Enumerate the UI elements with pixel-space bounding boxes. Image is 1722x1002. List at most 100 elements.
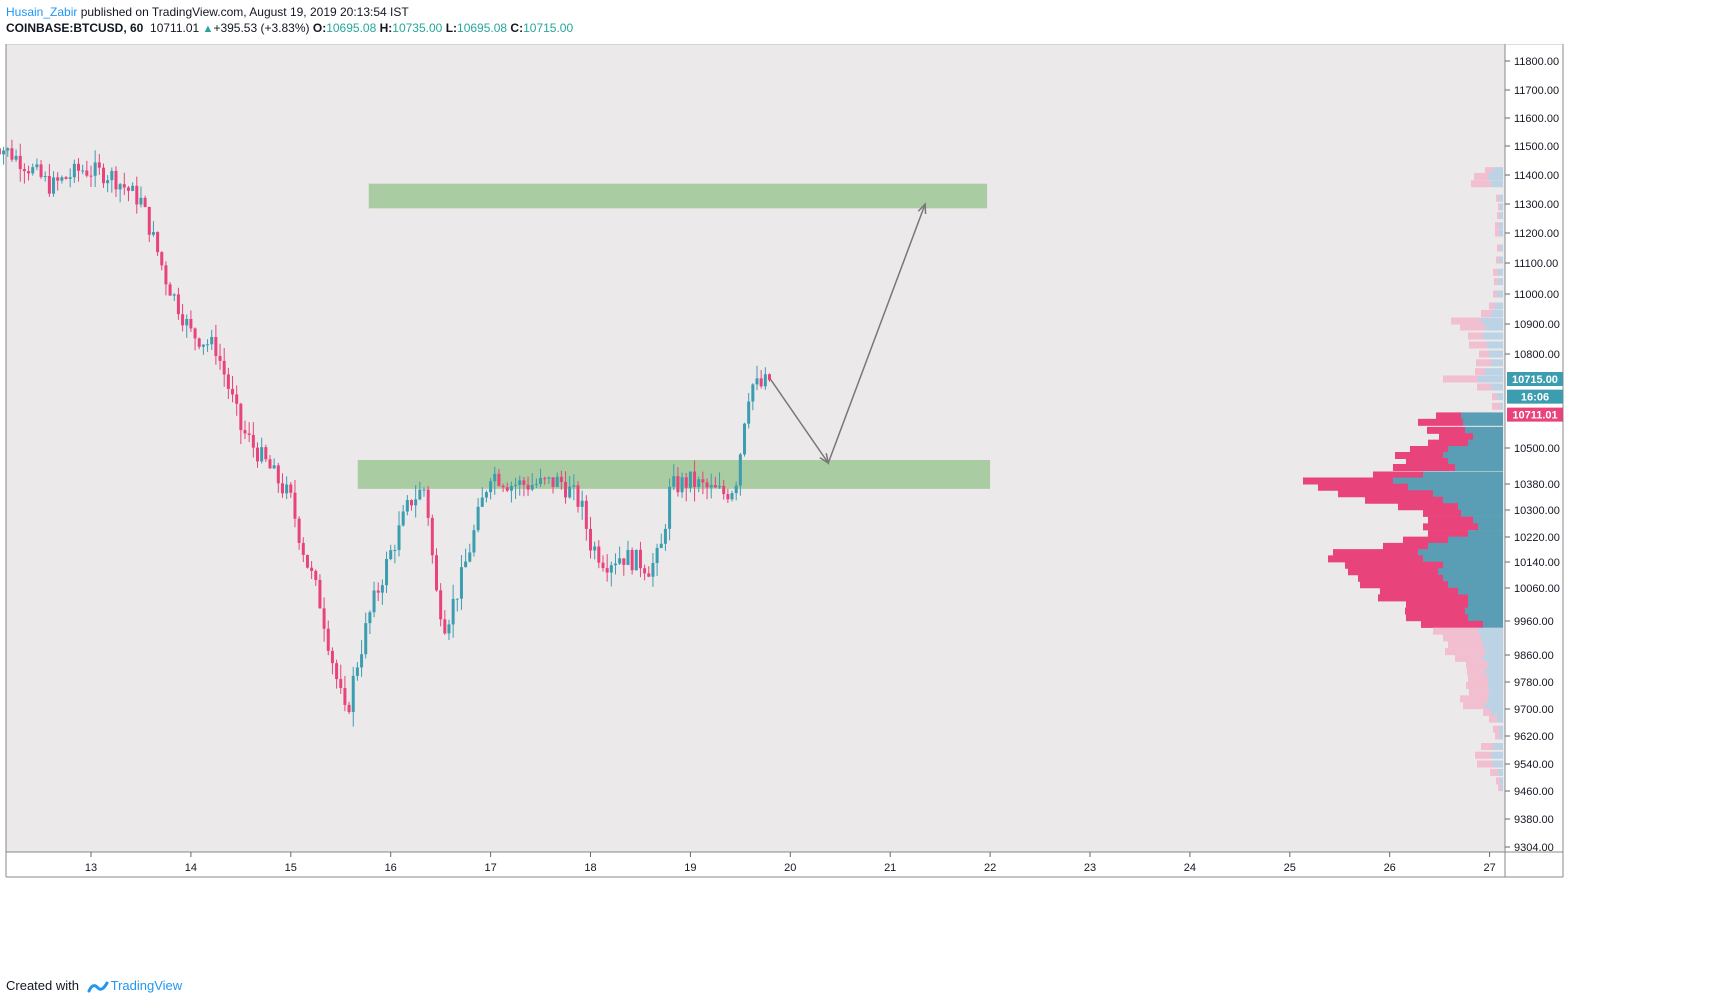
volume-profile-down-76 (1475, 751, 1491, 759)
candle-body-153 (626, 550, 630, 565)
volume-profile-down-27 (1418, 418, 1463, 426)
volume-profile-up-19 (1489, 350, 1503, 358)
high-value: 10735.00 (392, 21, 443, 35)
candle-body-184 (755, 378, 759, 385)
candle-body-16 (56, 177, 60, 181)
candle-body-36 (139, 197, 143, 205)
candle-body-146 (597, 546, 601, 563)
y-tick-label-18: 9860.00 (1514, 650, 1554, 662)
tradingview-brand[interactable]: TradingView (110, 978, 183, 993)
volume-profile-down-42 (1428, 516, 1473, 524)
volume-profile-down-20 (1476, 359, 1491, 367)
volume-profile-down-24 (1492, 393, 1497, 401)
candle-body-17 (60, 177, 64, 181)
candle-body-22 (81, 170, 85, 172)
candle-body-74 (297, 518, 301, 543)
y-tick-label-3: 11500.00 (1514, 141, 1559, 153)
y-tick-label-21: 9620.00 (1514, 731, 1554, 743)
chart-header: Husain_Zabir published on TradingView.co… (6, 4, 573, 37)
candle-body-174 (713, 484, 717, 488)
volume-profile-up-24 (1497, 393, 1503, 401)
candle-body-177 (726, 494, 730, 500)
volume-profile-down-75 (1481, 743, 1493, 750)
y-tick-label-25: 9304.00 (1514, 842, 1554, 854)
volume-profile-down-4 (1498, 203, 1500, 211)
candle-body-8 (22, 169, 26, 172)
y-tick-label-2: 11600.00 (1514, 113, 1559, 125)
volume-profile-up-41 (1461, 509, 1503, 517)
y-tick-label-6: 11200.00 (1514, 228, 1559, 240)
candle-body-181 (743, 423, 747, 455)
volume-profile-down-26 (1436, 412, 1461, 420)
candle-body-4 (6, 148, 10, 151)
candle-body-117 (476, 506, 480, 531)
candle-body-178 (730, 493, 734, 500)
candle-body-101 (410, 500, 414, 506)
volume-profile-down-36 (1303, 477, 1393, 485)
candle-body-180 (738, 454, 742, 486)
tradingview-logo-icon (87, 981, 109, 993)
volume-profile-up-10 (1498, 268, 1503, 276)
candle-body-47 (185, 318, 189, 326)
x-tick-label-11: 24 (1184, 862, 1196, 874)
x-tick-label-1: 14 (185, 862, 197, 874)
candle-body-23 (85, 170, 89, 176)
y-tick-label-8: 11000.00 (1514, 289, 1559, 301)
candle-body-128 (522, 480, 526, 485)
volume-profile-up-37 (1408, 483, 1503, 491)
candle-body-171 (701, 479, 705, 483)
candle-body-113 (459, 567, 463, 599)
y-tick-label-23: 9460.00 (1514, 786, 1554, 798)
volume-profile-up-39 (1443, 496, 1503, 504)
volume-profile-up-68 (1489, 688, 1503, 696)
candle-body-136 (555, 476, 559, 487)
price-tag-bg-1 (1507, 389, 1563, 404)
volume-profile-up-62 (1485, 648, 1503, 656)
candle-body-156 (638, 549, 642, 569)
candle-body-68 (272, 465, 276, 469)
volume-profile-down-25 (1492, 402, 1500, 410)
symbol-name[interactable]: COINBASE:BTCUSD, 60 (6, 21, 144, 35)
candle-body-15 (52, 177, 56, 194)
candle-body-104 (422, 489, 426, 491)
volume-profile-up-52 (1448, 581, 1503, 589)
y-tick-label-7: 11100.00 (1514, 258, 1558, 270)
volume-profile-up-76 (1491, 751, 1503, 759)
candle-body-159 (651, 562, 655, 577)
volume-profile-down-67 (1466, 681, 1488, 689)
volume-profile-down-62 (1445, 648, 1485, 656)
candle-body-93 (376, 590, 380, 593)
candle-body-122 (497, 473, 501, 486)
volume-profile-down-29 (1439, 433, 1473, 441)
candle-body-135 (551, 477, 555, 487)
time-axis-pane (6, 852, 1563, 877)
volume-profile-down-65 (1467, 668, 1485, 676)
volume-profile-down-13 (1489, 302, 1495, 310)
author-link[interactable]: Husain_Zabir (6, 5, 78, 19)
x-tick-label-8: 21 (884, 862, 896, 874)
candle-body-106 (430, 517, 434, 556)
volume-profile-up-9 (1499, 256, 1503, 264)
candle-body-60 (239, 403, 243, 431)
candle-body-83 (335, 663, 339, 680)
candle-body-187 (767, 374, 771, 381)
volume-profile-down-79 (1496, 777, 1500, 785)
volume-profile-up-35 (1423, 471, 1503, 479)
candle-body-126 (514, 484, 518, 486)
volume-profile-down-59 (1433, 627, 1478, 635)
volume-profile-up-31 (1448, 446, 1503, 453)
volume-profile-down-34 (1393, 464, 1455, 471)
volume-profile-down-15 (1451, 317, 1481, 325)
candle-body-115 (468, 552, 472, 562)
price-chart[interactable]: 11800.00 11700.00 11600.00 11500.00 11400.00… (0, 44, 1722, 974)
volume-profile-up-8 (1500, 244, 1503, 252)
candle-body-102 (414, 499, 418, 506)
volume-profile-up-78 (1498, 768, 1503, 776)
candle-body-44 (172, 294, 176, 296)
candle-body-86 (347, 704, 351, 713)
candle-body-107 (434, 555, 438, 591)
candle-body-139 (568, 486, 572, 498)
price-tag-1: 16:06 (1521, 392, 1549, 404)
candle-body-109 (443, 619, 447, 634)
volume-profile-up-0 (1493, 167, 1503, 175)
